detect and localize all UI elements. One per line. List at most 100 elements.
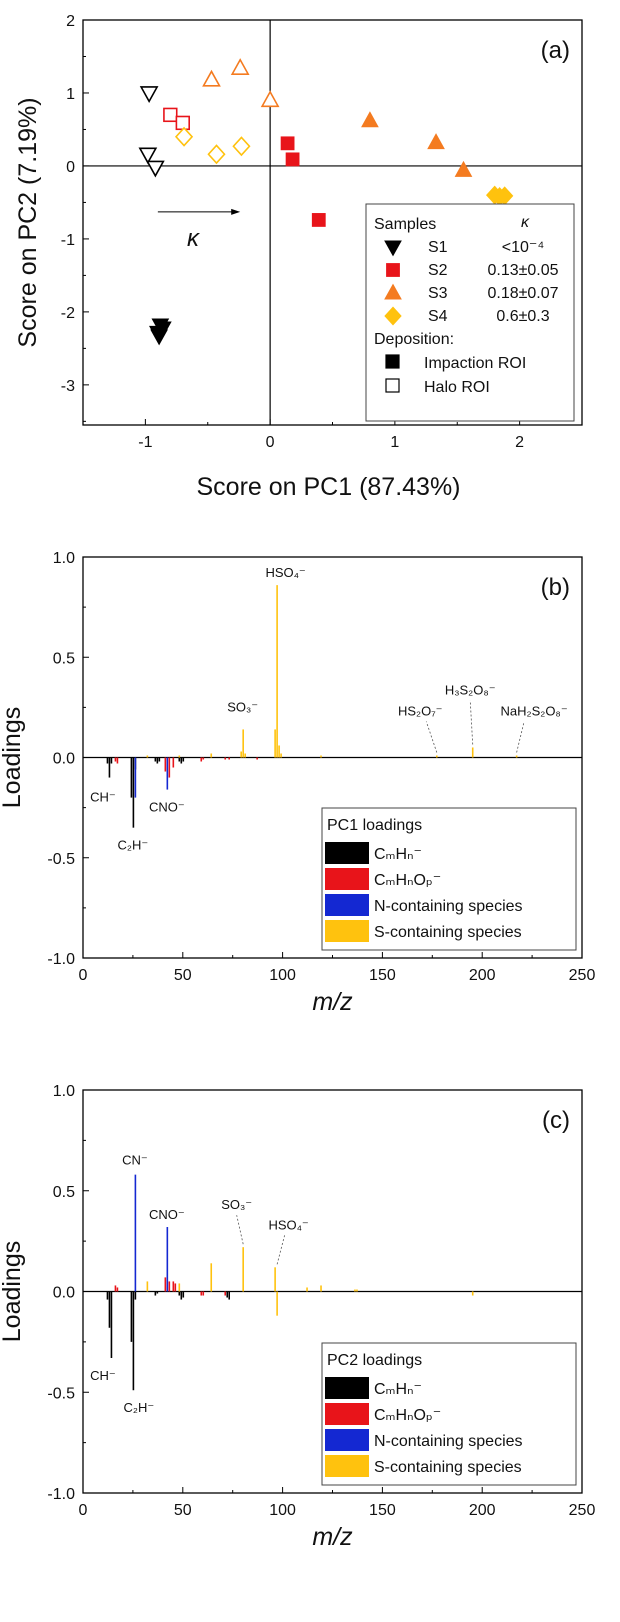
kappa-arrow-head: [231, 208, 241, 215]
peak-annotation: CNO⁻: [149, 1207, 185, 1222]
point-s1-halo: [138, 147, 158, 165]
x-axis-title: m/z: [312, 988, 353, 1016]
peak-annotation: HS₂O₇⁻: [398, 703, 443, 718]
y-tick-label: -1.0: [47, 951, 75, 968]
point-s2-impaction: [280, 136, 295, 151]
x-tick-label: 200: [469, 967, 496, 984]
x-axis-title: m/z: [312, 1523, 353, 1551]
peak-annotation: CNO⁻: [149, 800, 185, 815]
y-tick-label: -2: [61, 305, 75, 322]
annotation-leader: [516, 721, 525, 753]
open-square-icon: [385, 378, 400, 393]
legend-swatch: [325, 842, 369, 864]
x-tick-label: 200: [469, 1502, 496, 1519]
legend-swatch: [325, 1429, 369, 1451]
legend-swatch: [325, 920, 369, 942]
y-tick-label: -1.0: [47, 1486, 75, 1503]
legend-swatch: [325, 1403, 369, 1425]
point-s2-halo: [163, 107, 178, 123]
point-s1-halo: [145, 160, 165, 178]
point-s1-impaction: [150, 329, 168, 346]
legend-swatch: [325, 1455, 369, 1477]
point-s3-halo: [260, 90, 280, 108]
legend-deposition-label: Impaction ROI: [424, 355, 526, 372]
peak-annotation: SO₃⁻: [227, 699, 258, 714]
legend-marker: [386, 263, 400, 277]
point-s1-halo: [139, 86, 159, 104]
x-tick-label: 2: [515, 434, 524, 451]
point-s3-halo: [230, 58, 250, 75]
y-axis-title: Score on PC2 (7.19%): [14, 97, 42, 347]
legend-title: PC2 loadings: [327, 1352, 422, 1369]
y-tick-label: 1: [66, 86, 75, 103]
legend-entry-label: CₘHₙ⁻: [374, 846, 422, 863]
legend-header: Samples: [374, 216, 436, 233]
point-s4-halo: [232, 136, 251, 157]
legend-entry-label: CₘHₙ⁻: [374, 1381, 422, 1398]
legend-entry-label: CₘHₙOₚ⁻: [374, 1407, 441, 1424]
peak-annotation: C₂H⁻: [118, 838, 149, 853]
legend-c: PC2 loadings CₘHₙ⁻ CₘHₙOₚ⁻ N-containing spe…: [321, 1342, 577, 1486]
peak-annotation: C₂H⁻: [124, 1400, 155, 1415]
x-tick-label: 100: [269, 1502, 296, 1519]
peak-annotation: CH⁻: [90, 790, 116, 805]
kappa-arrow-label: κ: [187, 225, 201, 252]
legend-swatch: [325, 1377, 369, 1399]
y-tick-label: 0: [66, 159, 75, 176]
legend-sample-name: S2: [428, 262, 448, 279]
legend-sample-name: S3: [428, 285, 448, 302]
peak-annotation: H₃S₂O₈⁻: [445, 682, 496, 697]
x-tick-label: 150: [369, 967, 396, 984]
x-tick-label: 1: [390, 434, 399, 451]
peak-annotation: NaH₂S₂O₈⁻: [501, 703, 568, 718]
annotation-leader: [236, 1215, 244, 1245]
panel-b: 0 50 100 150 200 250 1.0 0.5 0.0 -0.5 -1.0 m/z Loadi…: [0, 550, 595, 1016]
y-tick-label: 2: [66, 13, 75, 30]
x-tick-label: 50: [174, 967, 192, 984]
legend-deposition-label: Halo ROI: [424, 379, 490, 396]
x-tick-label: 150: [369, 1502, 396, 1519]
legend-b: PC1 loadings CₘHₙ⁻ CₘHₙOₚ⁻ N-containing spe…: [321, 807, 577, 951]
y-tick-label: -1: [61, 232, 75, 249]
legend-kappa-value: 0.13±0.05: [487, 262, 558, 279]
legend-box: [365, 203, 575, 422]
annotation-leader: [276, 1235, 285, 1265]
legend-kappa-value: <10⁻⁴: [502, 239, 545, 256]
x-axis-title: Score on PC1 (87.43%): [196, 473, 460, 501]
peak-annotation: CH⁻: [90, 1368, 116, 1383]
legend-sample-name: S1: [428, 239, 448, 256]
y-tick-label: 0.0: [53, 751, 75, 768]
x-tick-label: 0: [79, 967, 88, 984]
y-tick-label: 0.0: [53, 1285, 75, 1302]
legend-kappa-value: 0.6±0.3: [496, 308, 549, 325]
y-axis-title: Loadings: [0, 1241, 26, 1342]
legend-title: PC1 loadings: [327, 817, 422, 834]
plot-frame: [82, 1089, 583, 1494]
point-s2-impaction: [311, 213, 326, 227]
legend-entry-label: S-containing species: [374, 924, 522, 941]
legend-deposition-title: Deposition:: [374, 331, 454, 348]
filled-square-icon: [385, 354, 400, 369]
plot-frame: [82, 19, 583, 426]
point-s3-impaction: [427, 133, 445, 150]
legend-a: Samples κ S1 <10⁻⁴ S2 0.13±0.05 S3 0.18±0.07 S4 0…: [365, 203, 575, 422]
point-s4-halo: [174, 126, 194, 147]
panel-label: (c): [542, 1107, 570, 1134]
legend-marker: [384, 306, 402, 326]
x-tick-label: 100: [269, 967, 296, 984]
peak-annotation: CN⁻: [122, 1153, 148, 1168]
x-tick-label: 0: [79, 1502, 88, 1519]
y-tick-label: 0.5: [53, 1184, 75, 1201]
peak-annotation: SO₃⁻: [221, 1197, 252, 1212]
y-tick-label: 0.5: [53, 650, 75, 667]
legend-kappa-header: κ: [521, 214, 530, 231]
panel-label: (b): [541, 574, 570, 601]
y-tick-label: 1.0: [53, 1083, 75, 1100]
x-tick-label: 50: [174, 1502, 192, 1519]
plot-frame: [82, 556, 583, 959]
x-tick-label: -1: [138, 434, 152, 451]
legend-swatch: [325, 868, 369, 890]
legend-marker: [384, 240, 402, 257]
legend-entry-label: CₘHₙOₚ⁻: [374, 872, 441, 889]
